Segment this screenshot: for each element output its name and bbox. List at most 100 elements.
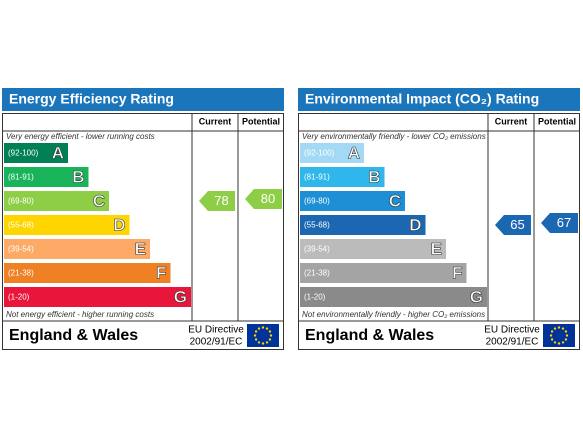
band bbox=[300, 239, 446, 259]
eu-star bbox=[261, 342, 265, 345]
eu-star bbox=[269, 334, 273, 337]
band-letter: D bbox=[113, 215, 125, 234]
bottom-note: Not energy efficient - higher running co… bbox=[6, 310, 154, 319]
band bbox=[300, 215, 426, 235]
band bbox=[4, 167, 89, 187]
eu-star bbox=[257, 341, 261, 344]
eu-star bbox=[268, 330, 272, 333]
band-range: (92-100) bbox=[304, 149, 335, 158]
eu-star bbox=[265, 341, 269, 344]
eu-star bbox=[257, 327, 261, 330]
frame bbox=[298, 113, 580, 350]
title-bar bbox=[298, 88, 580, 111]
band-letter: E bbox=[135, 239, 146, 258]
band-range: (1-20) bbox=[304, 293, 326, 302]
band-range: (69-80) bbox=[8, 197, 34, 206]
rating-arrow bbox=[199, 191, 235, 211]
column-header: Potential bbox=[538, 116, 576, 126]
title-bar bbox=[2, 88, 284, 111]
band bbox=[300, 167, 385, 187]
rating-arrow bbox=[541, 213, 578, 233]
band-letter: C bbox=[389, 191, 401, 210]
rating-value: 80 bbox=[261, 191, 275, 206]
eu-star bbox=[557, 326, 561, 329]
band-letter: B bbox=[72, 167, 84, 186]
band bbox=[300, 143, 364, 163]
band-letter: C bbox=[93, 191, 105, 210]
column-header: Potential bbox=[242, 116, 280, 126]
band-range: (81-91) bbox=[8, 173, 34, 182]
band-letter: G bbox=[174, 287, 187, 306]
rating-value: 65 bbox=[510, 217, 524, 232]
eu-star bbox=[265, 327, 269, 330]
band-range: (1-20) bbox=[8, 293, 30, 302]
panel-title: Energy Efficiency Rating bbox=[9, 91, 174, 107]
eu-star bbox=[564, 330, 568, 333]
eu-star bbox=[553, 341, 557, 344]
band-range: (92-100) bbox=[8, 149, 39, 158]
band bbox=[4, 215, 130, 235]
rating-panel: Energy Efficiency Rating Current Potential… bbox=[2, 88, 284, 350]
column-header: Current bbox=[495, 116, 528, 126]
eu-star bbox=[561, 341, 565, 344]
eu-star bbox=[565, 334, 569, 337]
band-range: (55-68) bbox=[8, 221, 34, 230]
band bbox=[4, 239, 150, 259]
rating-arrow bbox=[495, 215, 531, 235]
band-range: (39-54) bbox=[8, 245, 34, 254]
band bbox=[300, 287, 487, 307]
bottom-note: Not environmentally friendly - higher CO… bbox=[302, 310, 485, 319]
band bbox=[4, 263, 171, 283]
region: England & Wales bbox=[9, 327, 138, 344]
band bbox=[4, 143, 68, 163]
band-range: (39-54) bbox=[304, 245, 330, 254]
band bbox=[4, 287, 191, 307]
column-header: Current bbox=[199, 116, 232, 126]
band bbox=[4, 191, 109, 211]
eu-star bbox=[550, 338, 554, 341]
eu-star bbox=[253, 334, 257, 337]
rating-value: 67 bbox=[557, 215, 571, 230]
directive: 2002/91/EC bbox=[190, 337, 243, 348]
eu-star bbox=[564, 338, 568, 341]
band-letter: D bbox=[409, 215, 421, 234]
band-range: (69-80) bbox=[304, 197, 330, 206]
eu-star bbox=[557, 342, 561, 345]
band-range: (21-38) bbox=[8, 269, 34, 278]
rating-value: 78 bbox=[214, 193, 228, 208]
top-note: Very energy efficient - lower running co… bbox=[6, 132, 155, 141]
band-range: (21-38) bbox=[304, 269, 330, 278]
rating-arrow bbox=[245, 189, 282, 209]
band-range: (81-91) bbox=[304, 173, 330, 182]
panel-title: Environmental Impact (CO₂) Rating bbox=[305, 91, 539, 107]
band-letter: B bbox=[368, 167, 380, 186]
band bbox=[300, 263, 467, 283]
eu-flag bbox=[543, 324, 575, 347]
eu-star bbox=[549, 334, 553, 337]
eu-star bbox=[261, 326, 265, 329]
eu-star bbox=[550, 330, 554, 333]
band-letter: F bbox=[156, 263, 166, 282]
eu-flag bbox=[247, 324, 279, 347]
band-range: (55-68) bbox=[304, 221, 330, 230]
band-letter: F bbox=[452, 263, 462, 282]
band bbox=[300, 191, 405, 211]
region: England & Wales bbox=[305, 327, 434, 344]
eu-star bbox=[254, 338, 258, 341]
band-letter: G bbox=[470, 287, 483, 306]
directive: 2002/91/EC bbox=[486, 337, 539, 348]
band-letter: E bbox=[431, 239, 442, 258]
top-note: Very environmentally friendly - lower CO… bbox=[302, 132, 486, 141]
eu-star bbox=[553, 327, 557, 330]
directive: EU Directive bbox=[188, 325, 244, 336]
rating-panel: Environmental Impact (CO₂) Rating Current… bbox=[298, 88, 580, 350]
band-letter: A bbox=[52, 143, 64, 162]
eu-star bbox=[268, 338, 272, 341]
eu-star bbox=[254, 330, 258, 333]
frame bbox=[2, 113, 284, 350]
directive: EU Directive bbox=[484, 325, 540, 336]
eu-star bbox=[561, 327, 565, 330]
band-letter: A bbox=[348, 143, 360, 162]
